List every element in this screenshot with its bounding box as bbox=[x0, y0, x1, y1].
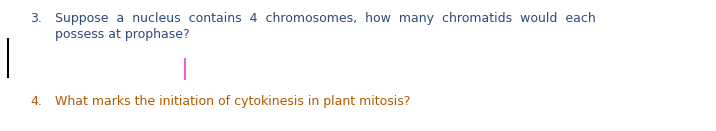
Text: What marks the initiation of cytokinesis in plant mitosis?: What marks the initiation of cytokinesis… bbox=[55, 95, 410, 108]
Text: possess at prophase?: possess at prophase? bbox=[55, 28, 190, 41]
Text: Suppose  a  nucleus  contains  4  chromosomes,  how  many  chromatids  would  ea: Suppose a nucleus contains 4 chromosomes… bbox=[55, 12, 596, 25]
Text: 4.: 4. bbox=[30, 95, 42, 108]
Text: 3.: 3. bbox=[30, 12, 42, 25]
